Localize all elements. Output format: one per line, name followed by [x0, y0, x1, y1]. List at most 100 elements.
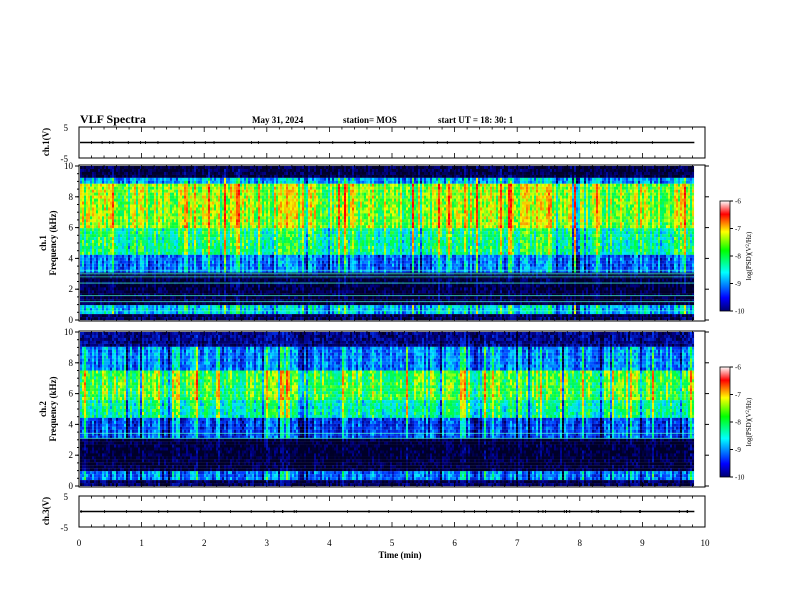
spectrogram-cell [444, 171, 447, 175]
spectrogram-cell [154, 201, 157, 205]
spectrogram-cell [250, 183, 253, 187]
spectrogram-cell [382, 166, 385, 170]
spectrogram-cell [362, 201, 365, 205]
spectrogram-cell [404, 174, 407, 178]
spectrogram-cell [650, 210, 653, 214]
spectrogram-cell [142, 204, 145, 208]
spectrogram-cell [542, 168, 545, 173]
spectrogram-cell [112, 183, 115, 187]
spectrogram-cell [114, 168, 117, 173]
spectrogram-cell [144, 204, 147, 208]
spectrogram-cell [88, 168, 91, 173]
spectrogram-cell [210, 183, 213, 187]
spectrogram-cell [474, 180, 477, 184]
spectrogram-cell [112, 195, 115, 199]
spectrogram-cell [332, 192, 335, 196]
spectrogram-cell [572, 201, 575, 205]
spectrogram-cell [452, 168, 455, 173]
spectrogram-cell [634, 204, 637, 208]
spectrogram-cell [570, 174, 573, 178]
spectrogram-cell [428, 195, 431, 199]
spectrogram-cell [286, 186, 289, 190]
spectrogram-cell [464, 186, 467, 190]
spectrogram-cell [106, 210, 109, 214]
spectrogram-cell [322, 171, 325, 175]
spectrogram-cell [552, 171, 555, 175]
spectrogram-cell [442, 195, 445, 199]
spectrogram-cell [386, 166, 389, 170]
spectrogram-cell [292, 189, 295, 193]
spectrogram-cell [268, 192, 271, 196]
spectrogram-cell [158, 180, 161, 184]
spectrogram-cell [136, 195, 139, 199]
spectrogram-cell [436, 210, 439, 214]
spectrogram-cell [374, 204, 377, 208]
spectrogram-cell [564, 204, 567, 208]
spectrogram-cell [176, 174, 179, 178]
spectrogram-cell [390, 210, 393, 214]
spectrogram-cell [204, 204, 207, 208]
spectrogram-cell [482, 171, 485, 175]
spectrogram-cell [536, 192, 539, 196]
spectrogram-cell [120, 204, 123, 208]
spectrogram-cell [284, 168, 287, 173]
spectrogram-cell [250, 210, 253, 214]
spectrogram-cell [432, 180, 435, 184]
spectrogram-cell [526, 192, 529, 196]
spectrogram-cell [234, 180, 237, 184]
spectrogram-cell [268, 180, 271, 184]
spectrogram-cell [628, 180, 631, 184]
spectrogram-cell [222, 171, 225, 175]
spectrogram-cell [658, 207, 661, 211]
spectrogram-cell [546, 192, 549, 196]
spectrogram-cell [166, 171, 169, 175]
spectrogram-cell [106, 198, 109, 202]
spectrogram-cell [630, 177, 633, 181]
spectrogram-cell [438, 192, 441, 196]
spectrogram-cell [686, 177, 689, 181]
spectrogram-cell [316, 174, 319, 178]
spectrogram-cell [240, 177, 243, 181]
spectrogram-cell [110, 207, 113, 211]
spectrogram-cell [600, 177, 603, 181]
spectrogram-cell [248, 195, 251, 199]
spectrogram-cell [666, 198, 669, 202]
spectrogram-cell [258, 168, 261, 173]
spectrogram-cell [154, 171, 157, 175]
spectrogram-cell [348, 189, 351, 193]
spectrogram-cell [484, 166, 487, 170]
spectrogram-cell [312, 198, 315, 202]
spectrogram-cell [346, 210, 349, 214]
spectrogram-cell [578, 195, 581, 199]
spectrogram-cell [672, 166, 675, 170]
spectrogram-cell [124, 177, 127, 181]
spectrogram-cell [442, 177, 445, 181]
spectrogram-cell [250, 207, 253, 211]
spectrogram-cell [82, 210, 85, 214]
spectrogram-cell [84, 192, 87, 196]
spectrogram-cell [96, 186, 99, 190]
spectrogram-cell [692, 186, 695, 190]
spectrogram-cell [428, 168, 431, 173]
spectrogram-cell [94, 210, 97, 214]
spectrogram-cell [118, 213, 121, 217]
spectrogram-cell [690, 198, 693, 202]
spectrogram-cell [426, 192, 429, 196]
spectrogram-cell [336, 189, 339, 193]
spectrogram-cell [482, 177, 485, 181]
spectrogram-cell [534, 174, 537, 178]
spectrogram-cell [484, 201, 487, 205]
spectrogram-cell [128, 166, 131, 170]
spectrogram-cell [260, 201, 263, 205]
spectrogram-cell [590, 183, 593, 187]
spectrogram-cell [524, 180, 527, 184]
spectrogram-cell [330, 166, 333, 170]
spectrogram-cell [226, 174, 229, 178]
spectrogram-cell [246, 166, 249, 170]
spectrogram-cell [114, 174, 117, 178]
spectrogram-cell [394, 174, 397, 178]
spectrogram-cell [654, 186, 657, 190]
spectrogram-cell [296, 177, 299, 181]
spectrogram-cell [298, 198, 301, 202]
spectrogram-cell [588, 183, 591, 187]
